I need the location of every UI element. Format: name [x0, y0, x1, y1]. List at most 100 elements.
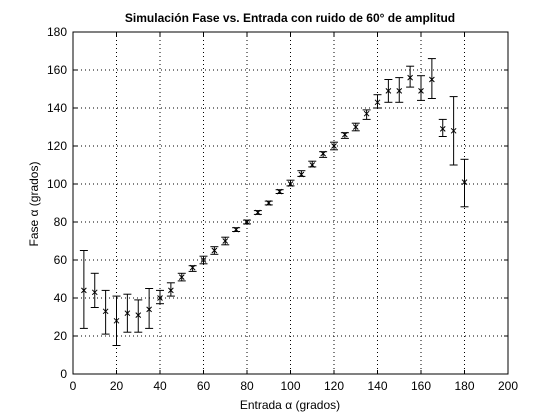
data-point: [342, 131, 348, 138]
data-point: [233, 226, 239, 233]
y-tick-label: 60: [54, 253, 68, 267]
data-point: [450, 127, 457, 134]
error-bar: [460, 158, 469, 208]
data-point: [385, 88, 392, 94]
data-point-stroke: [363, 110, 370, 117]
data-point-stroke: [113, 317, 120, 324]
data-point: [211, 247, 218, 254]
x-tick-label: 120: [324, 379, 344, 393]
error-bar: [319, 151, 328, 158]
data-point: [135, 312, 142, 318]
data-point: [309, 162, 316, 168]
error-bar: [166, 282, 175, 297]
data-point-stroke: [222, 238, 229, 244]
data-point-stroke: [157, 295, 163, 301]
data-point: [81, 287, 87, 294]
data-point-stroke: [287, 181, 294, 187]
data-point: [189, 264, 196, 271]
data-point: [439, 126, 446, 132]
data-point: [157, 295, 163, 301]
error-bar: [438, 118, 447, 137]
error-bar: [156, 289, 164, 305]
data-point-stroke: [320, 150, 326, 157]
data-point-stroke: [168, 287, 174, 294]
data-point-stroke: [102, 308, 109, 315]
y-tick-label: 180: [47, 25, 67, 39]
data-point-stroke: [298, 171, 305, 178]
data-point: [91, 289, 98, 296]
error-bars: [79, 58, 469, 346]
data-point: [244, 219, 250, 225]
data-point: [396, 88, 403, 94]
data-point: [276, 188, 283, 195]
x-tick-label: 140: [367, 379, 387, 393]
error-bar: [101, 289, 110, 335]
data-point-stroke: [211, 247, 218, 254]
data-point: [331, 143, 337, 149]
y-tick-label: 40: [54, 291, 68, 305]
x-tick-label: 60: [197, 379, 211, 393]
x-tick-label: 200: [498, 379, 518, 393]
data-point-stroke: [200, 257, 207, 263]
data-point-stroke: [374, 99, 381, 106]
data-point: [113, 317, 120, 324]
y-tick-label: 80: [54, 215, 68, 229]
data-point: [146, 306, 152, 313]
data-point-stroke: [135, 312, 142, 318]
y-tick-label: 20: [54, 329, 68, 343]
data-point: [265, 200, 272, 206]
data-point-stroke: [331, 143, 337, 149]
data-point: [363, 110, 370, 117]
error-bar: [134, 299, 143, 333]
data-point-stroke: [244, 219, 250, 225]
tick-labels: 0 20 40 60 80 100 120 140 160 180 200 0 20 40 60 80 100 1…: [47, 25, 518, 393]
data-point: [320, 150, 326, 157]
error-bar: [395, 77, 404, 103]
data-point-stroke: [265, 200, 272, 206]
data-point-stroke: [450, 127, 457, 134]
data-point: [124, 310, 131, 317]
data-point-stroke: [385, 88, 392, 94]
data-point-stroke: [146, 306, 152, 313]
error-bar: [188, 265, 197, 272]
x-tick-label: 180: [454, 379, 474, 393]
data-point: [418, 88, 424, 94]
error-bar: [286, 179, 295, 187]
data-point-stroke: [439, 126, 446, 132]
error-bar: [427, 58, 436, 99]
data-point: [429, 76, 435, 83]
data-point-stroke: [309, 162, 316, 168]
y-axis-label: Fase α (grados): [27, 162, 41, 247]
data-point: [200, 257, 207, 263]
error-bar: [308, 160, 317, 168]
y-tick-label: 0: [60, 367, 67, 381]
data-point: [298, 171, 305, 178]
data-point-stroke: [189, 264, 196, 271]
y-tick-label: 140: [47, 101, 67, 115]
x-axis-label: Entrada α (grados): [240, 398, 340, 412]
x-tick-label: 80: [240, 379, 254, 393]
data-point-stroke: [233, 226, 239, 233]
data-point-stroke: [418, 88, 424, 94]
error-bar: [373, 94, 382, 109]
y-tick-label: 100: [47, 177, 67, 191]
data-point-stroke: [255, 209, 261, 216]
x-tick-label: 0: [70, 379, 77, 393]
data-point: [407, 74, 413, 81]
data-point: [287, 181, 294, 187]
error-bar: [362, 109, 371, 120]
error-bar: [417, 75, 425, 101]
data-point-stroke: [352, 124, 359, 130]
error-bar: [145, 288, 154, 329]
data-point: [374, 99, 381, 106]
x-tick-label: 160: [411, 379, 431, 393]
ticks: [72, 31, 509, 375]
data-point: [178, 274, 185, 280]
y-tick-label: 120: [47, 139, 67, 153]
data-point: [102, 308, 109, 315]
error-bar: [79, 250, 88, 329]
data-point-stroke: [461, 179, 468, 185]
data-point-stroke: [342, 131, 348, 138]
grid: [73, 32, 508, 374]
data-point-stroke: [396, 88, 403, 94]
